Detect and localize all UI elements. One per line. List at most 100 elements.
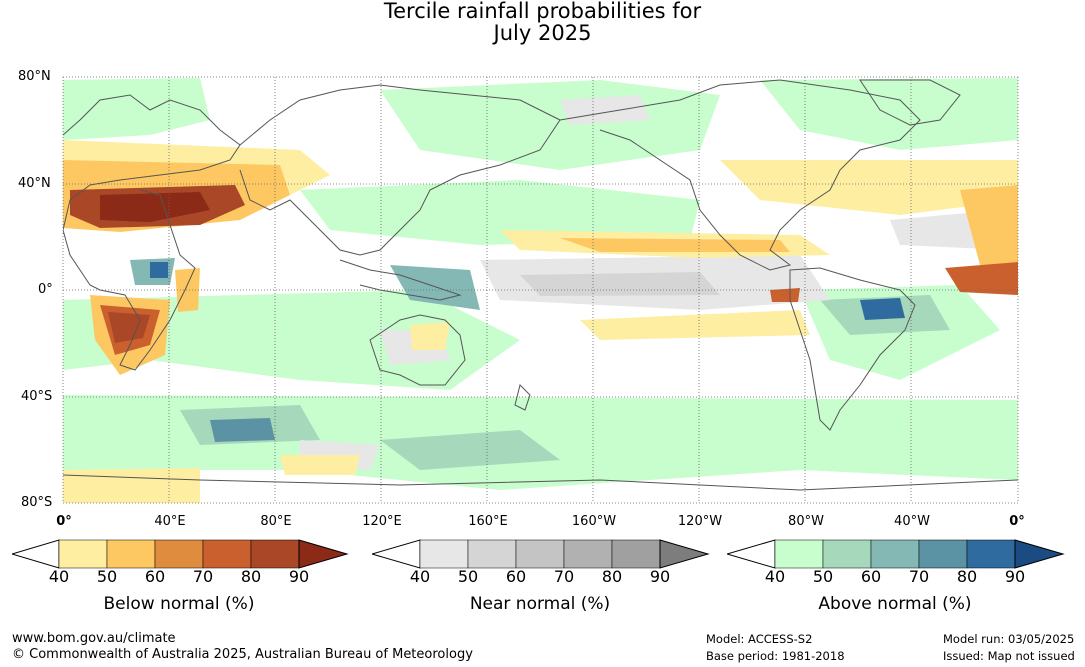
above-normal-tick: 60 — [860, 567, 882, 586]
lat-label-40n: 40°N — [18, 176, 51, 191]
lat-label-40s: 40°S — [21, 389, 53, 404]
colorbar-segment — [563, 539, 613, 569]
above-normal-region — [63, 290, 520, 390]
lon-label-40e: 40°E — [154, 514, 186, 529]
below-normal-title: Below normal (%) — [103, 594, 255, 614]
above-normal-tick: 40 — [764, 567, 786, 586]
above-normal-region — [390, 265, 480, 310]
graticule — [62, 76, 1019, 504]
colorbar-segment — [822, 539, 872, 569]
near-normal-tick: 80 — [601, 567, 623, 586]
lon-label-160w: 160°W — [571, 514, 617, 529]
model-run-date: Model run: 03/05/2025 — [943, 632, 1075, 646]
above-normal-tick: 80 — [956, 567, 978, 586]
above-normal-region — [860, 298, 905, 320]
map-title-line-2: July 2025 — [493, 21, 592, 45]
issued-status: Issued: Map not issued — [943, 649, 1075, 663]
below-normal-region — [770, 288, 800, 302]
colorbar-segment — [58, 539, 108, 569]
colorbar-arrow-low — [12, 539, 60, 569]
colorbar-segment — [774, 539, 824, 569]
above-normal-title: Above normal (%) — [818, 594, 972, 614]
near-normal-colorbar — [372, 539, 710, 569]
below-normal-tick: 60 — [144, 567, 166, 586]
above-normal-region — [210, 418, 275, 442]
coastline-southeast-asia — [339, 259, 462, 301]
colorbar-arrow-low — [372, 539, 421, 569]
near-normal-tick: 40 — [409, 567, 431, 586]
colorbar-arrow-high — [1014, 539, 1065, 569]
above-normal-region — [380, 430, 560, 470]
below-normal-region — [175, 268, 200, 312]
above-normal-tick: 90 — [1004, 567, 1026, 586]
below-normal-region — [100, 192, 210, 222]
below-normal-region — [560, 238, 790, 252]
above-normal-region — [300, 180, 700, 245]
below-normal-tick: 50 — [96, 567, 118, 586]
colorbar-segment — [250, 539, 300, 569]
website-link[interactable]: www.bom.gov.au/climate — [12, 631, 176, 646]
coastline-north-america — [559, 79, 921, 271]
rainfall-probability-map — [62, 76, 1019, 504]
above-normal-region — [63, 78, 210, 140]
below-normal-region — [280, 455, 360, 475]
coastline-antarctica — [63, 474, 1018, 491]
below-normal-region — [720, 160, 1018, 215]
probability-shading — [63, 78, 1018, 503]
below-normal-region — [580, 310, 810, 340]
near-normal-title: Near normal (%) — [469, 594, 611, 614]
copyright-text: © Commonwealth of Australia 2025, Austra… — [12, 647, 473, 662]
base-period: Base period: 1981-2018 — [706, 649, 845, 663]
lon-label-120w: 120°W — [677, 514, 723, 529]
lon-label-120e: 120°E — [362, 514, 402, 529]
colorbar-segment — [870, 539, 920, 569]
model-name: Model: ACCESS-S2 — [706, 632, 813, 646]
coastline-greenland — [859, 79, 961, 126]
below-normal-tick: 90 — [288, 567, 310, 586]
above-normal-tick: 50 — [812, 567, 834, 586]
coastline-europe-africa — [63, 94, 241, 371]
near-normal-region — [560, 95, 650, 125]
near-normal-tick: 50 — [457, 567, 479, 586]
colorbar-segment — [154, 539, 204, 569]
lat-label-80s: 80°S — [21, 495, 53, 510]
below-normal-tick: 40 — [48, 567, 70, 586]
lat-label-equator: 0° — [38, 282, 53, 297]
below-normal-region — [960, 185, 1018, 270]
above-normal-colorbar — [727, 539, 1065, 569]
lon-label-0-left: 0° — [56, 514, 72, 529]
colorbar-segment — [419, 539, 469, 569]
lon-label-40w: 40°W — [894, 514, 930, 529]
colorbar-segment — [966, 539, 1016, 569]
colorbar-segment — [515, 539, 565, 569]
lon-label-80w: 80°W — [788, 514, 824, 529]
near-normal-region — [520, 272, 720, 296]
near-normal-tick: 70 — [553, 567, 575, 586]
colorbar-segment — [202, 539, 252, 569]
colorbar-arrow-low — [727, 539, 776, 569]
below-normal-tick: 70 — [192, 567, 214, 586]
colorbar-segment — [918, 539, 968, 569]
map-title-line-1: Tercile rainfall probabilities for — [383, 0, 702, 23]
near-normal-tick: 90 — [649, 567, 671, 586]
lon-label-0-right: 0° — [1009, 514, 1025, 529]
colorbar-segment — [611, 539, 661, 569]
below-normal-region — [410, 322, 450, 350]
below-normal-region — [945, 262, 1018, 295]
below-normal-colorbar — [12, 539, 349, 569]
lon-label-80e: 80°E — [260, 514, 292, 529]
lat-label-80n: 80°N — [18, 69, 51, 84]
above-normal-tick: 70 — [908, 567, 930, 586]
lon-label-160e: 160°E — [468, 514, 508, 529]
below-normal-region — [63, 468, 200, 503]
below-normal-tick: 80 — [240, 567, 262, 586]
above-normal-region — [150, 262, 168, 278]
coastline-new-zealand — [514, 384, 531, 411]
coastline-asia — [239, 84, 561, 256]
colorbar-segment — [106, 539, 156, 569]
colorbar-arrow-high — [659, 539, 710, 569]
near-normal-tick: 60 — [505, 567, 527, 586]
coastline-australia — [369, 314, 466, 386]
colorbar-arrow-high — [298, 539, 349, 569]
colorbar-segment — [467, 539, 517, 569]
